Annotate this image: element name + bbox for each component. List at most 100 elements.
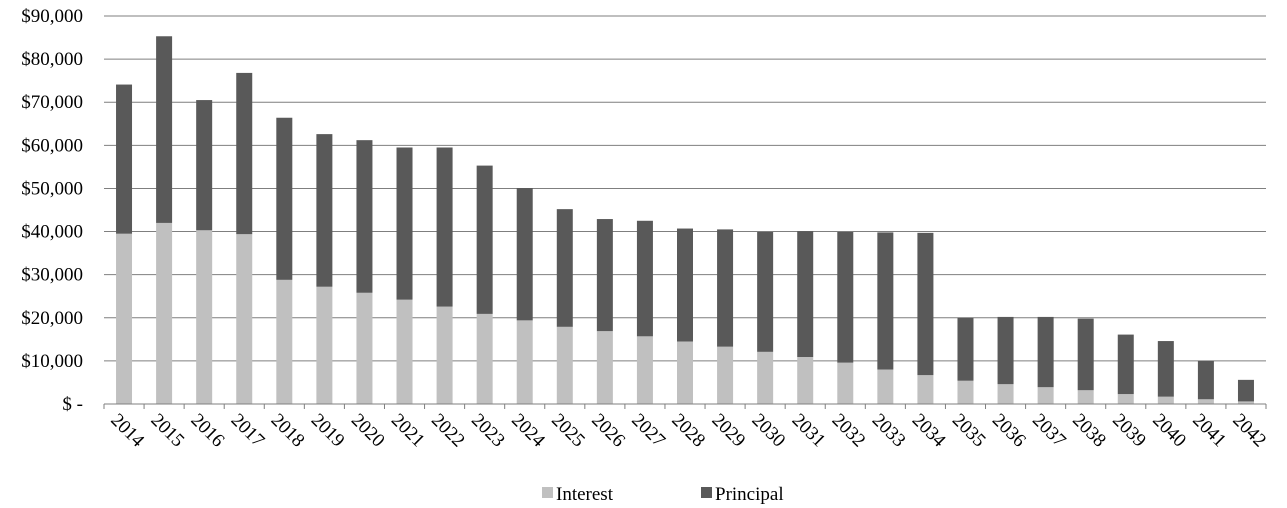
x-tick-label: 2020 bbox=[347, 410, 389, 452]
x-tick-label: 2029 bbox=[708, 410, 750, 452]
bar-interest-2030 bbox=[757, 351, 774, 404]
bar-interest-2037 bbox=[1037, 387, 1054, 404]
bar-interest-2018 bbox=[276, 279, 293, 404]
bar-interest-2034 bbox=[917, 375, 934, 404]
y-axis-tick-labels: $ - $10,000 $20,000 $30,000 $40,000 $50,000 $6… bbox=[21, 6, 83, 415]
bar-principal-2022 bbox=[436, 147, 453, 307]
x-axis-tick-labels: 2014201520162017201820192020202120222023… bbox=[106, 410, 1270, 452]
x-tick-label: 2025 bbox=[547, 410, 589, 452]
x-tick-label: 2042 bbox=[1228, 410, 1270, 452]
bar-interest-2036 bbox=[997, 384, 1014, 404]
y-tick-label: $80,000 bbox=[21, 49, 83, 70]
y-tick-label: $60,000 bbox=[21, 135, 83, 156]
bar-interest-2027 bbox=[636, 336, 653, 404]
bar-principal-2040 bbox=[1157, 341, 1174, 397]
bar-principal-2030 bbox=[757, 231, 774, 352]
x-tick-label: 2039 bbox=[1108, 410, 1150, 452]
bar-principal-2035 bbox=[957, 317, 974, 381]
x-tick-label: 2017 bbox=[227, 410, 269, 452]
x-tick-label: 2035 bbox=[948, 410, 990, 452]
legend-label-interest: Interest bbox=[556, 484, 614, 505]
bar-interest-2021 bbox=[396, 299, 413, 404]
bar-interest-2016 bbox=[196, 230, 213, 404]
bar-interest-2015 bbox=[156, 222, 173, 404]
bar-principal-2024 bbox=[516, 188, 533, 321]
bar-principal-2029 bbox=[717, 229, 734, 347]
bar-principal-2019 bbox=[316, 134, 333, 287]
x-tick-label: 2041 bbox=[1188, 410, 1230, 452]
x-tick-label: 2036 bbox=[988, 410, 1030, 452]
bar-interest-2014 bbox=[116, 233, 133, 404]
bar-principal-2037 bbox=[1037, 316, 1054, 388]
bar-interest-2038 bbox=[1077, 390, 1094, 404]
bar-interest-2023 bbox=[476, 313, 493, 404]
legend-label-principal: Principal bbox=[715, 484, 784, 505]
bar-principal-2018 bbox=[276, 117, 293, 280]
bar-interest-2042 bbox=[1237, 401, 1254, 404]
legend: Interest Principal bbox=[542, 484, 784, 505]
bar-interest-2031 bbox=[797, 357, 814, 404]
bar-interest-2020 bbox=[356, 292, 373, 404]
x-tick-label: 2038 bbox=[1068, 410, 1110, 452]
bar-principal-2025 bbox=[556, 209, 573, 327]
bar-principal-2042 bbox=[1237, 379, 1254, 402]
y-tick-label: $70,000 bbox=[21, 92, 83, 113]
bar-interest-2017 bbox=[236, 234, 253, 404]
bar-principal-2021 bbox=[396, 147, 413, 300]
bar-interest-2026 bbox=[596, 331, 613, 404]
bar-principal-2023 bbox=[476, 165, 493, 314]
x-tick-label: 2019 bbox=[307, 410, 349, 452]
bar-interest-2041 bbox=[1197, 399, 1214, 404]
bar-interest-2032 bbox=[837, 362, 854, 404]
legend-swatch-principal bbox=[701, 487, 712, 498]
bar-principal-2036 bbox=[997, 316, 1014, 385]
bar-interest-2039 bbox=[1117, 394, 1134, 404]
bar-interest-2033 bbox=[877, 369, 894, 404]
bar-interest-2025 bbox=[556, 326, 573, 404]
bar-interest-2035 bbox=[957, 380, 974, 404]
y-tick-label: $40,000 bbox=[21, 222, 83, 243]
bar-interest-2029 bbox=[717, 346, 734, 404]
y-tick-label: $30,000 bbox=[21, 265, 83, 286]
y-tick-label: $50,000 bbox=[21, 178, 83, 199]
x-tick-label: 2034 bbox=[908, 410, 950, 452]
bar-interest-2019 bbox=[316, 286, 333, 404]
bar-interest-2028 bbox=[677, 341, 693, 404]
bar-principal-2039 bbox=[1117, 334, 1134, 395]
bar-principal-2016 bbox=[196, 100, 213, 231]
x-tick-label: 2027 bbox=[627, 410, 669, 452]
x-tick-label: 2021 bbox=[387, 410, 429, 452]
bar-principal-2027 bbox=[636, 220, 653, 337]
bar-principal-2015 bbox=[156, 36, 173, 223]
x-tick-label: 2026 bbox=[587, 410, 629, 452]
x-tick-label: 2032 bbox=[828, 410, 870, 452]
x-tick-label: 2040 bbox=[1148, 410, 1190, 452]
x-tick-label: 2024 bbox=[507, 410, 549, 452]
x-tick-label: 2016 bbox=[187, 410, 229, 452]
x-tick-label: 2015 bbox=[147, 410, 189, 452]
bar-principal-2032 bbox=[837, 231, 854, 363]
y-tick-label: $90,000 bbox=[21, 6, 83, 27]
y-tick-label: $10,000 bbox=[21, 351, 83, 372]
x-axis bbox=[103, 403, 1267, 409]
bar-principal-2034 bbox=[917, 232, 934, 376]
bar-principal-2020 bbox=[356, 140, 373, 293]
bar-principal-2033 bbox=[877, 232, 894, 370]
x-tick-label: 2033 bbox=[868, 410, 910, 452]
x-tick-label: 2018 bbox=[267, 410, 309, 452]
x-tick-label: 2028 bbox=[667, 410, 709, 452]
x-tick-label: 2014 bbox=[106, 410, 148, 452]
bar-interest-2022 bbox=[436, 306, 453, 404]
bar-interest-2040 bbox=[1157, 396, 1174, 404]
legend-swatch-interest bbox=[542, 487, 553, 498]
x-tick-label: 2031 bbox=[788, 410, 830, 452]
bar-principal-2038 bbox=[1077, 318, 1094, 391]
bars bbox=[116, 36, 1254, 404]
x-tick-label: 2037 bbox=[1028, 410, 1070, 452]
bar-principal-2014 bbox=[116, 84, 133, 234]
x-tick-label: 2023 bbox=[467, 410, 509, 452]
bar-interest-2024 bbox=[516, 320, 533, 404]
bar-principal-2041 bbox=[1197, 360, 1214, 400]
y-tick-label: $20,000 bbox=[21, 308, 83, 329]
